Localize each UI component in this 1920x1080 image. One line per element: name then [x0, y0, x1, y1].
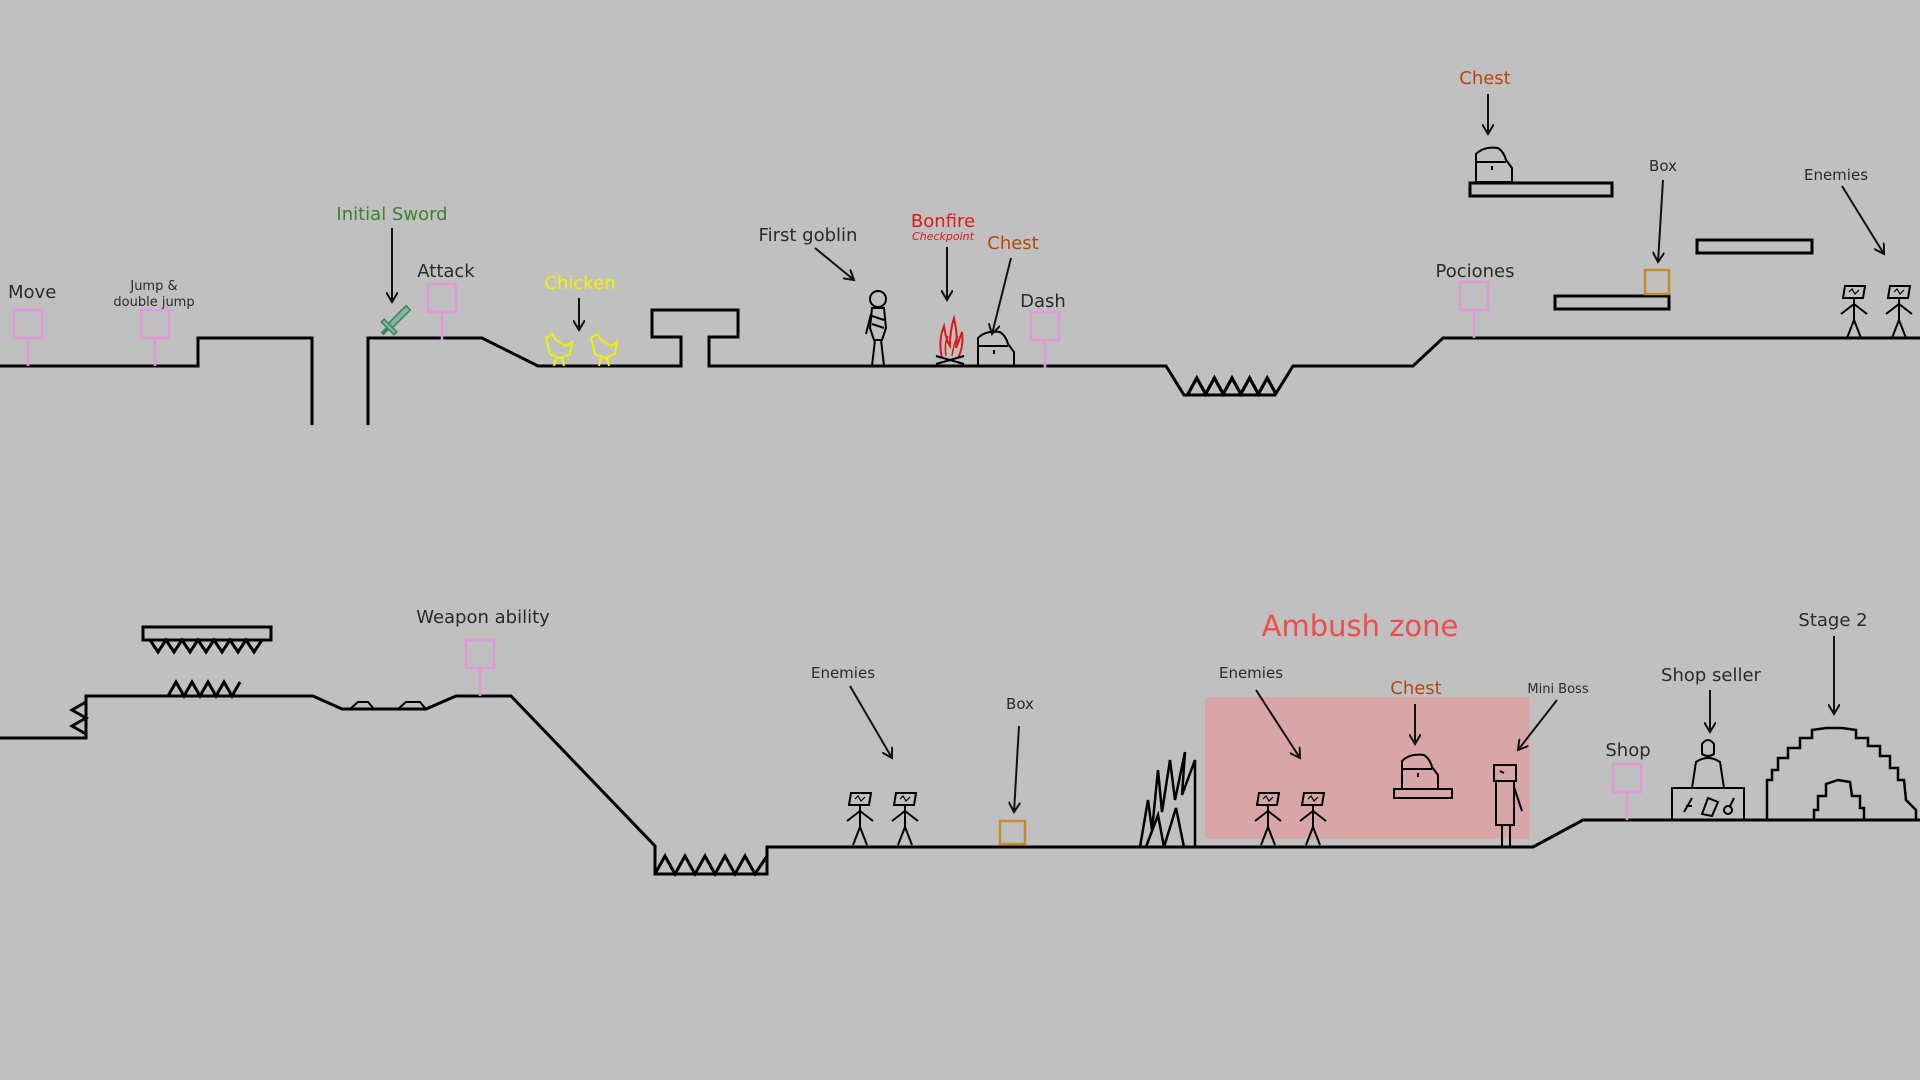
- stage-gate-icon: [1765, 726, 1918, 820]
- arrow-chest-mid: [992, 257, 1012, 334]
- label-attack: Attack: [417, 261, 475, 282]
- mini-boss-icon: [1493, 764, 1523, 847]
- label-pociones: Pociones: [1436, 261, 1515, 282]
- level-1-ground-mid: [366, 308, 1920, 425]
- label-enemies-left: Enemies: [811, 664, 875, 682]
- arrow-goblin: [814, 247, 854, 280]
- chicken-icon: [589, 332, 619, 367]
- level-2-ground-left: [0, 694, 1920, 876]
- wall-spikes-icon: [68, 700, 90, 736]
- sword-icon: [380, 304, 412, 336]
- stick-enemy-icon: [1840, 285, 1868, 339]
- shop-seller-icon: [1671, 739, 1745, 821]
- sign-post-icon: [1029, 310, 1061, 370]
- chest-icon: [1475, 146, 1513, 183]
- platform-chest: [1468, 181, 1614, 198]
- label-chest-mid: Chest: [987, 233, 1039, 254]
- box-icon: [1643, 268, 1671, 296]
- label-chest-bottom: Chest: [1390, 678, 1442, 699]
- label-move: Move: [8, 282, 56, 303]
- label-first-goblin: First goblin: [759, 225, 858, 246]
- bump: [349, 701, 375, 710]
- platform-box: [1553, 294, 1671, 311]
- box-icon: [998, 819, 1027, 846]
- level-2: Weapon ability Enemies Box Ambush zone E…: [0, 607, 1920, 878]
- bonfire-icon: [935, 314, 965, 367]
- arrow-enemies-left: [849, 685, 892, 758]
- ceiling-spikes-icon: [148, 637, 264, 655]
- bump: [397, 701, 427, 710]
- label-enemies-top: Enemies: [1804, 166, 1868, 184]
- ceiling-trap-platform: [141, 625, 273, 642]
- sign-post-icon: [139, 308, 171, 368]
- label-mini-boss: Mini Boss: [1527, 682, 1588, 697]
- chicken-icon: [544, 332, 574, 367]
- chest-icon: [977, 330, 1015, 367]
- label-initial-sword: Initial Sword: [336, 204, 447, 225]
- sign-post-icon: [1458, 280, 1490, 340]
- label-shop: Shop: [1605, 740, 1650, 761]
- floor-spikes-icon: [166, 678, 242, 700]
- platform-upper-right: [1695, 238, 1814, 255]
- sign-post-icon: [12, 308, 44, 368]
- label-stage-2: Stage 2: [1798, 610, 1867, 631]
- level-1-ground-left: [0, 336, 314, 425]
- label-box: Box: [1649, 157, 1677, 175]
- label-chest-top: Chest: [1459, 68, 1511, 89]
- label-bonfire: Bonfire: [911, 211, 975, 232]
- sign-post-icon: [426, 282, 458, 342]
- pit-spikes-icon: [1186, 376, 1278, 396]
- label-weapon-ability: Weapon ability: [416, 607, 550, 628]
- stick-enemy-icon: [846, 792, 874, 846]
- pit-spikes-icon: [653, 852, 769, 878]
- thicket-spikes-icon: [1138, 751, 1197, 848]
- label-shop-seller: Shop seller: [1661, 665, 1762, 686]
- goblin-icon: [865, 290, 888, 367]
- arrow-mini-boss: [1518, 699, 1558, 750]
- level-1: Move Jump & double jump Initial Sword At…: [0, 68, 1920, 425]
- label-chicken: Chicken: [544, 273, 615, 294]
- arrow-box-bottom: [1014, 725, 1019, 812]
- chest-icon: [1393, 753, 1453, 799]
- stick-enemy-icon: [1885, 285, 1913, 339]
- label-jump-line2: double jump: [113, 295, 194, 310]
- arrow-enemies-ambush: [1255, 689, 1300, 758]
- ambush-zone: [1205, 697, 1530, 839]
- label-dash: Dash: [1020, 291, 1066, 312]
- arrow-enemies-top: [1841, 185, 1884, 254]
- arrow-box: [1658, 179, 1663, 262]
- label-box-bottom: Box: [1006, 695, 1034, 713]
- sign-post-icon: [1611, 762, 1643, 822]
- label-jump-line1: Jump &: [129, 279, 177, 294]
- stick-enemy-icon: [891, 792, 919, 846]
- sign-post-icon: [464, 638, 496, 698]
- label-ambush-zone: Ambush zone: [1262, 609, 1459, 643]
- label-enemies-ambush: Enemies: [1219, 664, 1283, 682]
- label-checkpoint: Checkpoint: [912, 230, 975, 243]
